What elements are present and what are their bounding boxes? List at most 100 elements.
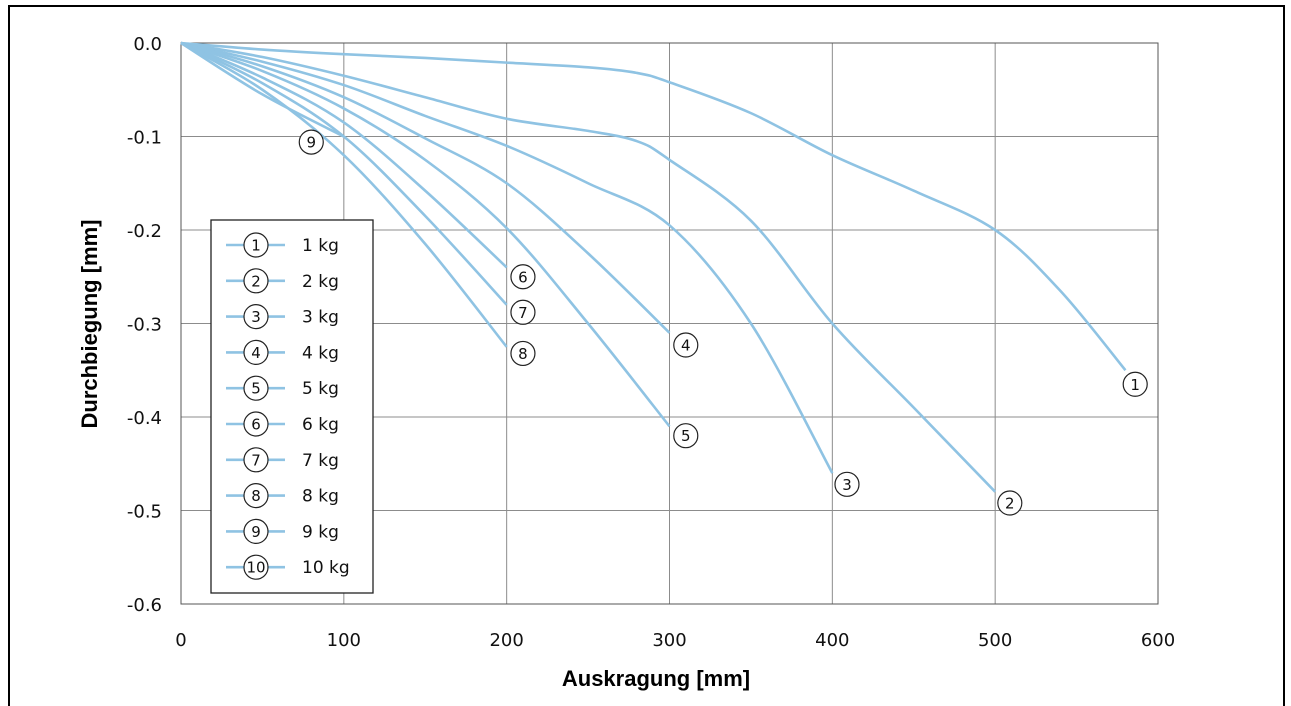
- curve-marker-circle: [510, 264, 536, 290]
- legend-marker-label: 5: [251, 380, 261, 398]
- legend-label: 1 kg: [302, 236, 339, 256]
- curve-marker-circle: [298, 129, 324, 155]
- chart-frame: [8, 5, 1285, 706]
- legend-marker-circle: [243, 268, 269, 294]
- y-tick-label: -0.3: [127, 315, 162, 336]
- x-tick-label: 500: [978, 630, 1012, 651]
- series-line-3: [180, 41, 834, 474]
- legend-entry-10: 10 10 kg: [226, 554, 350, 580]
- legend-entry-9: 9 9 kg: [226, 518, 339, 545]
- curve-marker-label: 2: [1005, 495, 1015, 513]
- curve-marker-label: 7: [518, 304, 528, 322]
- legend-marker-label: 7: [251, 451, 261, 469]
- legend-marker-label: 1: [251, 237, 261, 255]
- curve-marker-2: 2: [997, 490, 1023, 516]
- legend-entry-1: 1 1 kg: [226, 232, 339, 258]
- curve-marker-label: 6: [518, 268, 528, 286]
- x-tick-label: 600: [1141, 630, 1175, 651]
- curve-marker-5: 5: [673, 423, 699, 449]
- legend-marker-circle: [243, 411, 269, 437]
- curve-marker-label: 3: [842, 476, 852, 494]
- legend-marker-circle: [243, 554, 269, 580]
- series-line-7: [180, 41, 508, 306]
- legend-entry-7: 7 7 kg: [226, 447, 339, 473]
- y-axis-title: Durchbiegung [mm]: [77, 220, 102, 429]
- legend-entry-3: 3 3 kg: [226, 304, 339, 330]
- x-tick-label: 0: [175, 630, 186, 651]
- legend-marker-label: 2: [251, 272, 261, 290]
- curve-marker-1: 1: [1122, 371, 1148, 397]
- plot-area-border: [180, 42, 1159, 605]
- legend-label: 8 kg: [302, 487, 339, 507]
- legend-label: 2 kg: [302, 272, 339, 292]
- ticks-layer: 0 100 200 300 400 500 600 0.0 -0.1 -0.2 -0.3 -0.4 -0…: [127, 34, 1175, 651]
- curve-marker-4: 4: [673, 332, 699, 358]
- legend-label: 9 kg: [302, 522, 339, 542]
- curve-marker-label: 8: [518, 345, 528, 363]
- curve-marker-7: 7: [510, 299, 536, 325]
- x-tick-label: 400: [815, 630, 849, 651]
- curve-marker-circle: [997, 490, 1023, 516]
- legend-label: 6 kg: [302, 415, 339, 435]
- y-tick-label: -0.6: [127, 595, 162, 616]
- series-layer: [180, 41, 1127, 493]
- annotation-layer: 1 2 3 4 5 6 7 8 9: [298, 129, 1148, 516]
- legend-marker-circle: [243, 483, 269, 509]
- legend-marker-label: 10: [246, 559, 265, 577]
- legend-entry-6: 6 6 kg: [226, 411, 339, 437]
- legend-label: 7 kg: [302, 451, 339, 471]
- curve-marker-label: 4: [681, 337, 691, 355]
- legend-marker-label: 6: [251, 416, 261, 434]
- curve-marker-8: 8: [510, 340, 536, 367]
- y-tick-label: -0.5: [127, 502, 162, 523]
- legend-box: [210, 219, 374, 594]
- legend-label: 3 kg: [302, 308, 339, 328]
- x-tick-label: 300: [652, 630, 686, 651]
- y-tick-label: -0.2: [127, 221, 162, 242]
- y-tick-label: 0.0: [133, 34, 162, 55]
- y-tick-label: -0.1: [127, 128, 162, 149]
- legend-marker-circle: [243, 447, 269, 473]
- series-line-1: [180, 41, 1127, 372]
- series-line-2: [180, 41, 997, 493]
- curve-marker-label: 9: [306, 134, 316, 152]
- legend-entry-8: 8 8 kg: [226, 483, 339, 509]
- legend-marker-circle: [243, 375, 269, 401]
- legend-entry-4: 4 4 kg: [226, 339, 339, 365]
- curve-marker-circle: [673, 332, 699, 358]
- series-line-5: [180, 41, 671, 428]
- x-tick-label: 200: [489, 630, 523, 651]
- legend-marker-circle: [243, 339, 269, 365]
- legend-marker-circle: [243, 232, 269, 258]
- curve-marker-circle: [673, 423, 699, 449]
- y-tick-label: -0.4: [127, 408, 162, 429]
- curve-marker-label: 1: [1130, 376, 1140, 394]
- curve-marker-circle: [510, 299, 536, 325]
- legend-marker-label: 9: [251, 523, 261, 541]
- legend-marker-label: 3: [251, 308, 261, 326]
- legend-entry-5: 5 5 kg: [226, 375, 339, 401]
- series-line-6: [180, 41, 508, 269]
- curve-marker-circle: [834, 471, 860, 497]
- legend-marker-label: 4: [251, 344, 261, 362]
- x-tick-label: 100: [327, 630, 361, 651]
- series-line-4: [180, 41, 671, 334]
- x-axis-title: Auskragung [mm]: [562, 666, 750, 691]
- curve-marker-label: 5: [681, 427, 691, 445]
- legend-marker-circle: [243, 304, 269, 330]
- curve-marker-circle: [510, 340, 536, 367]
- curve-marker-6: 6: [510, 264, 536, 290]
- series-line-8: [180, 41, 508, 348]
- legend-marker-circle: [243, 518, 269, 545]
- curve-marker-3: 3: [834, 471, 860, 497]
- legend-label: 4 kg: [302, 343, 339, 363]
- legend-label: 10 kg: [302, 558, 350, 578]
- legend: 1 1 kg 2 2 kg 3 3 kg 4 4 kg 5 5 kg 6 6 kg 7 7 kg 8 8 kg…: [210, 219, 374, 594]
- series-line-9: [180, 41, 345, 138]
- curve-marker-9: 9: [298, 129, 324, 155]
- legend-marker-label: 8: [251, 487, 261, 505]
- legend-entry-2: 2 2 kg: [226, 268, 339, 294]
- legend-label: 5 kg: [302, 379, 339, 399]
- curve-marker-circle: [1122, 371, 1148, 397]
